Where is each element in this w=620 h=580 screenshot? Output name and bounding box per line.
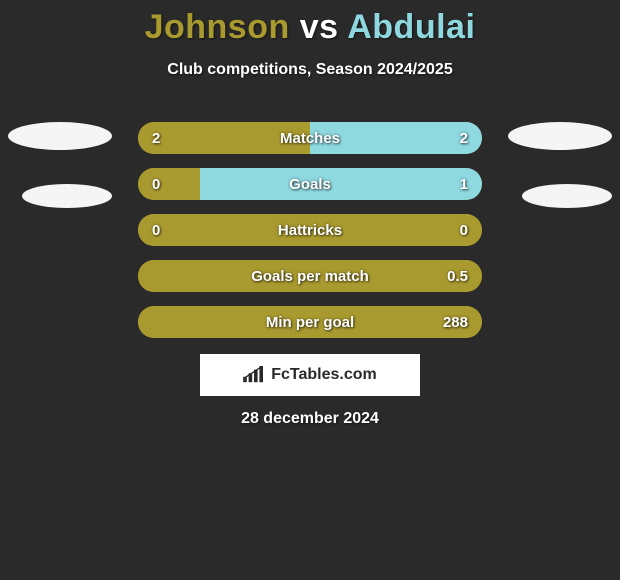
vs-text: vs (300, 8, 339, 46)
stat-row: 01Goals (138, 168, 482, 200)
stat-row: 00Hattricks (138, 214, 482, 246)
stat-name: Min per goal (138, 306, 482, 338)
right-avatar-stack (508, 122, 612, 208)
stat-row: 22Matches (138, 122, 482, 154)
stat-row: 288Min per goal (138, 306, 482, 338)
avatar-ellipse (522, 184, 612, 208)
stat-name: Hattricks (138, 214, 482, 246)
footer-brand-box: FcTables.com (200, 354, 420, 396)
stat-bars: 22Matches 01Goals 00Hattricks 0.5Goals per … (138, 122, 482, 338)
date-text: 28 december 2024 (0, 410, 620, 428)
subtitle: Club competitions, Season 2024/2025 (0, 61, 620, 79)
stat-name: Goals (138, 168, 482, 200)
left-avatar-stack (8, 122, 112, 208)
avatar-ellipse (8, 122, 112, 150)
bar-chart-icon (243, 366, 265, 384)
player2-name: Abdulai (347, 8, 475, 46)
comparison-title: Johnson vs Abdulai (0, 0, 620, 47)
avatar-ellipse (508, 122, 612, 150)
player1-name: Johnson (145, 8, 290, 46)
stat-name: Matches (138, 122, 482, 154)
stat-name: Goals per match (138, 260, 482, 292)
footer-brand-text: FcTables.com (271, 366, 377, 384)
avatar-ellipse (22, 184, 112, 208)
stat-row: 0.5Goals per match (138, 260, 482, 292)
